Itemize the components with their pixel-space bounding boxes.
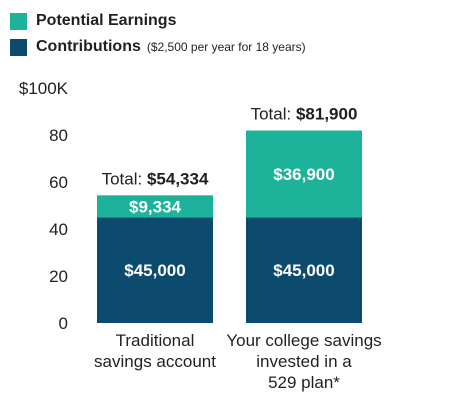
bar-segment (97, 217, 213, 323)
bar-total-prefix: Total: (251, 105, 296, 124)
contributions-swatch (10, 38, 27, 56)
legend: Potential Earnings Contributions ($2,500… (10, 8, 306, 60)
bar-segment (246, 130, 362, 218)
y-tick-label: 60 (49, 173, 68, 192)
bar-value-label: $45,000 (124, 261, 185, 280)
bar-segment (246, 217, 362, 323)
bar-segment (97, 195, 213, 218)
legend-label-earnings: Potential Earnings (36, 12, 177, 29)
bar-total-value: $54,334 (147, 169, 209, 188)
x-category-label: invested in a (256, 352, 352, 371)
bar-value-label: $45,000 (273, 261, 334, 280)
x-category-label: Traditional (116, 331, 195, 350)
legend-note-contributions: ($2,500 per year for 18 years) (146, 40, 306, 54)
bar-value-label: $9,334 (129, 197, 182, 216)
bar-total-label: Total: $54,334 (102, 169, 209, 188)
x-category-label: 529 plan* (268, 373, 340, 392)
bar-total-value: $81,900 (296, 105, 357, 124)
earnings-swatch (10, 12, 27, 30)
y-tick-label: 0 (59, 314, 68, 333)
y-tick-label: $100K (19, 79, 69, 98)
y-tick-label: 80 (49, 126, 68, 145)
x-category-label: savings account (94, 352, 216, 371)
legend-item-contributions: Contributions ($2,500 per year for 18 ye… (10, 34, 306, 60)
bar-total-label: Total: $81,900 (251, 105, 358, 124)
bar-total-prefix: Total: (102, 169, 147, 188)
y-tick-label: 40 (49, 220, 68, 239)
y-tick-label: 20 (49, 267, 68, 286)
x-category-label: Your college savings (226, 331, 381, 350)
legend-label-contributions: Contributions (36, 38, 141, 55)
legend-item-earnings: Potential Earnings (10, 8, 306, 34)
bar-value-label: $36,900 (273, 165, 334, 184)
